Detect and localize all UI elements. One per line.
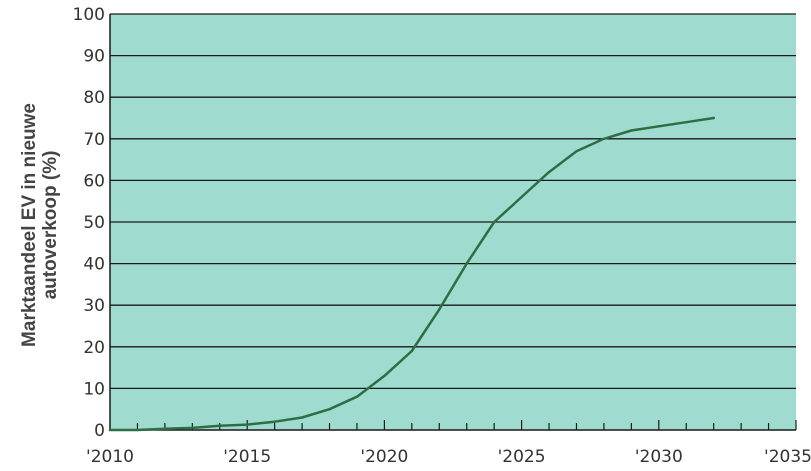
- y-tick-label: 40: [83, 255, 105, 275]
- series-point: [630, 129, 633, 132]
- series-point: [273, 420, 276, 423]
- series-point: [438, 308, 441, 311]
- y-tick-label: 20: [83, 338, 105, 358]
- x-tick-label: '2020: [360, 447, 408, 467]
- series-point: [712, 116, 715, 120]
- y-tick-labels: 0 10 20 30 40 50 60 70 80 90 100: [73, 5, 105, 441]
- x-tick-label: '2025: [498, 447, 546, 467]
- series-point: [465, 262, 468, 265]
- series-point: [685, 120, 688, 124]
- series-group: [108, 116, 715, 432]
- series-point: [575, 150, 578, 153]
- y-tick-label: 60: [83, 171, 105, 191]
- series-point: [383, 374, 386, 378]
- x-tick-label: '2010: [86, 447, 134, 467]
- x-tick-labels: '2010 '2015 '2020 '2025 '2030 '2035: [86, 447, 811, 467]
- y-tick-label: 0: [94, 421, 105, 441]
- series-point: [218, 424, 221, 428]
- series-point: [355, 395, 359, 398]
- series-point: [328, 408, 331, 411]
- y-tick-label: 100: [73, 5, 105, 25]
- gridlines: [110, 13, 796, 390]
- series-point: [191, 426, 194, 430]
- series-point: [492, 220, 496, 224]
- series-point: [547, 170, 551, 174]
- x-tick-label: '2035: [764, 447, 811, 467]
- series-point: [136, 428, 139, 432]
- series-point: [246, 423, 249, 426]
- y-axis-title-line-2: autoverkoop (%): [40, 151, 61, 300]
- series-point: [108, 428, 112, 432]
- y-tick-label: 30: [83, 296, 105, 316]
- x-tick-label: '2030: [635, 447, 683, 467]
- series-point: [657, 125, 660, 128]
- y-axis-title-line-1: Marktaandeel EV in nieuwe: [19, 103, 40, 347]
- series-point: [300, 416, 304, 419]
- series-point: [410, 349, 414, 353]
- x-tick-label: '2015: [223, 447, 271, 467]
- y-tick-label: 50: [83, 213, 105, 233]
- y-tick-label: 70: [83, 130, 105, 150]
- y-tick-label: 80: [83, 88, 105, 108]
- y-tick-label: 10: [83, 379, 105, 399]
- series-point: [602, 137, 606, 140]
- series-point: [520, 195, 523, 199]
- axes: [109, 14, 797, 431]
- series-point: [163, 427, 167, 430]
- y-tick-label: 90: [83, 47, 105, 67]
